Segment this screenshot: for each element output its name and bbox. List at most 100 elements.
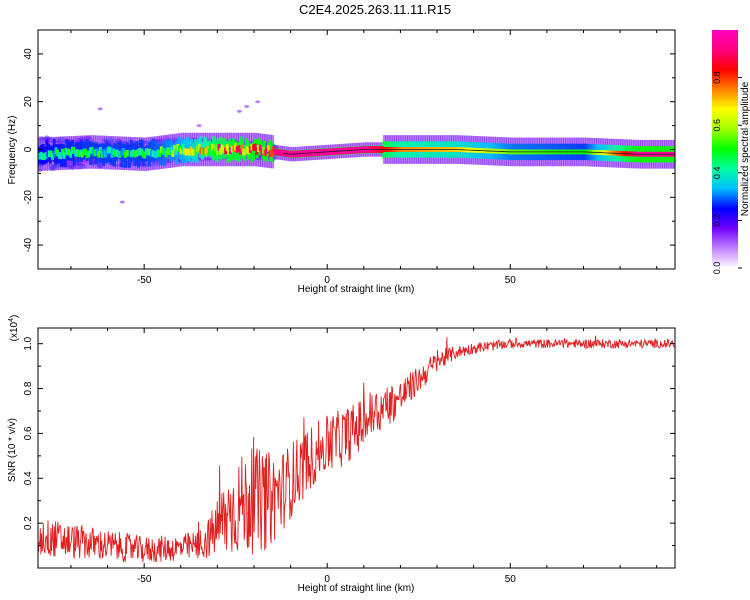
- spectrogram-ridge-cell: [92, 149, 96, 157]
- spectrogram-band-cell: [118, 141, 122, 160]
- spectrogram-ytick-label: 0: [23, 146, 34, 152]
- spectrogram-ridge-cell: [154, 151, 158, 158]
- spectrogram-ridge-cell: [266, 145, 270, 152]
- spectrogram-ridge-cell: [49, 150, 53, 158]
- spectrogram-xtick-label: 50: [505, 275, 517, 286]
- spectrogram-ridge-cell: [70, 146, 74, 154]
- spectrogram-ridge-cell: [123, 151, 127, 159]
- spectrogram-ridge-cell: [85, 151, 89, 158]
- spectrogram-band-cell: [167, 140, 171, 156]
- spectrogram-ridge-cell: [265, 147, 269, 154]
- spectrogram-ridge-cell: [171, 150, 175, 157]
- spectrogram-band-cell: [136, 147, 140, 168]
- spectrogram-outlier: [163, 136, 169, 140]
- spectrogram-ridge-cell: [158, 150, 162, 157]
- spectrogram-ridge-cell: [207, 148, 211, 155]
- spectrogram-ridge-cell: [220, 144, 224, 152]
- spectrogram-ridge-cell: [41, 153, 45, 160]
- spectrogram-ridge-cell: [90, 146, 94, 154]
- spectrogram-heatmap: [38, 100, 675, 204]
- snr-series-line: [38, 335, 675, 563]
- spectrogram-ridge-cell: [263, 149, 267, 157]
- snr-xtick-label: 50: [505, 574, 517, 585]
- colorbar-tick-label: 0.0: [712, 262, 722, 275]
- spectrogram-ridge-cell: [117, 150, 120, 158]
- snr-multiplier: (x104): [8, 315, 20, 342]
- snr-line-layer: [38, 335, 675, 563]
- spectrogram-ridge-cell: [163, 148, 167, 156]
- spectrogram-ridge-cell: [262, 146, 265, 154]
- spectrogram-ridge-cell: [237, 145, 241, 153]
- spectrogram-ridge-cell: [87, 150, 91, 158]
- snr-ytick-label: 1.0: [23, 336, 34, 350]
- spectrogram-ridge-cell: [131, 149, 135, 157]
- spectrogram-ridge-cell: [133, 150, 137, 158]
- colorbar-tick-label: 0.4: [712, 167, 722, 180]
- spectrogram-ridge-cell: [204, 148, 208, 156]
- spectrogram-band-cell: [52, 138, 56, 162]
- colorbar-tick-label: 0.2: [712, 214, 722, 227]
- spectrogram-ridge-cell: [210, 144, 214, 151]
- spectrogram-ridge-cell: [184, 148, 188, 156]
- spectrogram-ridge-cell: [179, 147, 183, 155]
- snr-ticks: -50 0 50 0.2 0.4 0.6 0.8 1.0: [23, 328, 675, 585]
- spectrogram-ridge-cell: [201, 148, 204, 156]
- spectrogram-ridge-cell: [51, 153, 54, 160]
- spectrogram-ridge-cell: [260, 148, 264, 155]
- snr-ytick-label: 0.8: [23, 381, 34, 395]
- spectrogram-ylabel: Frequency (Hz): [7, 116, 18, 185]
- spectrogram-ridge-cell: [230, 145, 234, 153]
- spectrogram-ticks: -50 0 50 -40 -20 0 20 40: [23, 29, 675, 286]
- spectrogram-ridge-cell: [102, 149, 106, 156]
- spectrogram-band-cell: [85, 139, 89, 161]
- spectrogram-band-cell: [250, 143, 254, 163]
- spectrogram-ridge-cell: [141, 151, 145, 158]
- spectrogram-xlabel: Height of straight line (km): [298, 284, 415, 295]
- spectrogram-ridge-cell: [64, 147, 68, 155]
- spectrogram-ridge-cell: [57, 151, 61, 159]
- spectrogram-ridge-cell: [103, 150, 107, 158]
- spectrogram-ridge-cell: [75, 149, 79, 156]
- spectrogram-outlier: [236, 109, 242, 113]
- spectrogram-ridge-cell: [187, 148, 191, 156]
- spectrogram-ridge-cell: [225, 144, 229, 152]
- spectrogram-ridge-cell: [219, 147, 223, 155]
- spectrogram-ridge-cell: [54, 147, 58, 155]
- spectrogram-ridge-cell: [150, 150, 153, 157]
- spectrogram-ytick-label: -20: [23, 190, 34, 205]
- spectrogram-ridge-cell: [202, 148, 206, 155]
- spectrogram-ridge-cell: [82, 148, 86, 156]
- spectrogram-ridge-cell: [273, 148, 277, 156]
- spectrogram-ridge-cell: [74, 150, 78, 157]
- spectrogram-ridge-cell: [194, 148, 198, 156]
- spectrogram-ridge-cell: [128, 149, 132, 157]
- spectrogram-ridge-cell: [126, 149, 130, 157]
- spectrogram-ridge-cell: [280, 149, 283, 157]
- colorbar-tick-label: 0.8: [712, 71, 722, 84]
- spectrogram-xtick-label: 0: [324, 275, 330, 286]
- spectrogram-ridge-cell: [229, 147, 232, 155]
- spectrogram-ridge-cell: [250, 143, 254, 151]
- spectrogram-ridge-cell: [235, 146, 239, 153]
- spectrogram-ridge-cell: [186, 148, 190, 156]
- spectrogram-ridge-cell: [69, 151, 73, 158]
- spectrogram-ridge-cell: [113, 150, 117, 157]
- spectrogram-ridge-cell: [138, 147, 142, 155]
- spectrogram-ridge-cell: [222, 146, 226, 154]
- spectrogram-ridge-cell: [105, 148, 109, 155]
- spectrogram-centerline: [283, 149, 675, 155]
- spectrogram-ridge-cell: [247, 147, 251, 155]
- spectrogram-ridge-cell: [143, 151, 147, 159]
- spectrogram-outlier: [119, 200, 125, 204]
- spectrogram-ridge-cell: [206, 146, 209, 154]
- spectrogram-panel: -50 0 50 -40 -20 0 20 40 Height of straight lin…: [7, 29, 676, 295]
- colorbar-ticks: 0.0 0.2 0.4 0.6 0.8: [712, 71, 742, 274]
- spectrogram-ridge-cell: [66, 148, 69, 156]
- spectrogram-ridge-cell: [242, 148, 246, 156]
- colorbar-scale: [712, 30, 738, 268]
- spectrogram-ridge-cell: [196, 145, 199, 153]
- figure-title: C2E4.2025.263.11.11.R15: [299, 2, 451, 17]
- spectrogram-ridge-cell: [56, 149, 59, 157]
- spectrogram-outlier: [255, 100, 261, 104]
- snr-ylabel: SNR (10 * v/v): [7, 418, 18, 482]
